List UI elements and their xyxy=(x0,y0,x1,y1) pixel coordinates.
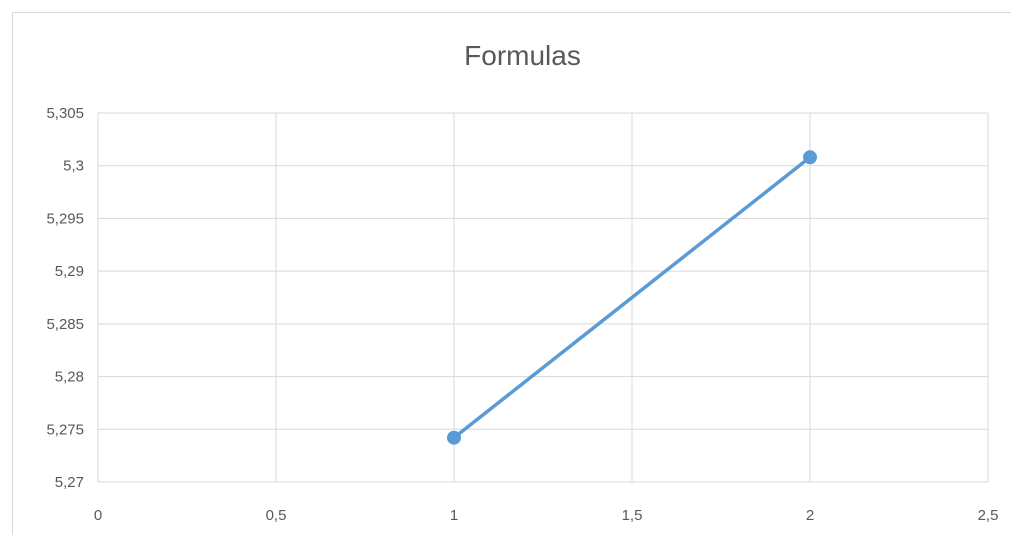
data-point xyxy=(803,150,817,165)
gridlines xyxy=(97,112,989,483)
y-tick-labels: 5,27 5,275 5,28 5,285 5,29 5,295 5,3 5,305 xyxy=(46,105,84,491)
y-tick-label: 5,27 xyxy=(55,474,84,491)
y-tick-label: 5,285 xyxy=(46,316,84,333)
chart-frame xyxy=(12,12,1011,535)
series-layer xyxy=(447,150,817,445)
y-tick-label: 5,295 xyxy=(46,210,84,227)
x-tick-label: 0,5 xyxy=(266,507,287,524)
x-tick-label: 0 xyxy=(94,507,102,524)
x-tick-label: 2 xyxy=(806,507,814,524)
x-tick-label: 1 xyxy=(450,507,458,524)
series-line xyxy=(452,155,812,440)
y-tick-label: 5,29 xyxy=(55,263,84,280)
x-tick-labels: 0 0,5 1 1,5 2 2,5 xyxy=(94,507,999,524)
y-tick-label: 5,3 xyxy=(63,158,84,175)
y-tick-label: 5,275 xyxy=(46,421,84,438)
x-tick-label: 1,5 xyxy=(622,507,643,524)
y-tick-label: 5,305 xyxy=(46,105,84,122)
x-tick-label: 2,5 xyxy=(978,507,999,524)
y-tick-label: 5,28 xyxy=(55,369,84,386)
chart-title: Formulas xyxy=(464,40,581,71)
data-point xyxy=(447,430,461,445)
